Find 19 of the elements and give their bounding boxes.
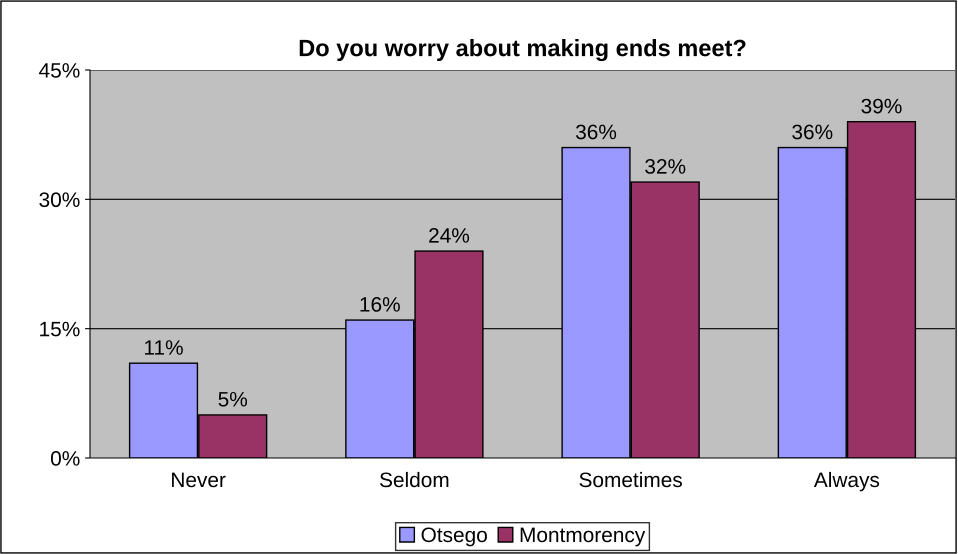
y-tick-label: 45% <box>39 63 80 78</box>
x-tick-label: Never <box>172 472 226 488</box>
chart-title: Do you worry about making ends meet? <box>300 39 746 62</box>
legend-label: Otsego <box>422 527 487 546</box>
data-label: 32% <box>645 159 686 174</box>
x-tick-label: Sometimes <box>579 472 682 488</box>
data-label: 16% <box>360 297 400 312</box>
data-label: 36% <box>576 124 616 140</box>
y-tick-label: 0% <box>50 451 80 466</box>
data-label: 39% <box>861 98 902 114</box>
data-label: 36% <box>792 124 832 140</box>
data-label: 11% <box>145 340 183 355</box>
x-tick-label: Always <box>814 472 880 492</box>
data-label: 24% <box>429 228 470 243</box>
x-tick-label: Seldom <box>380 472 448 488</box>
y-tick-label: 15% <box>40 322 80 336</box>
legend-label: Montmorency <box>520 528 646 546</box>
y-tick-label: 30% <box>39 192 80 208</box>
data-label: 5% <box>218 392 248 407</box>
